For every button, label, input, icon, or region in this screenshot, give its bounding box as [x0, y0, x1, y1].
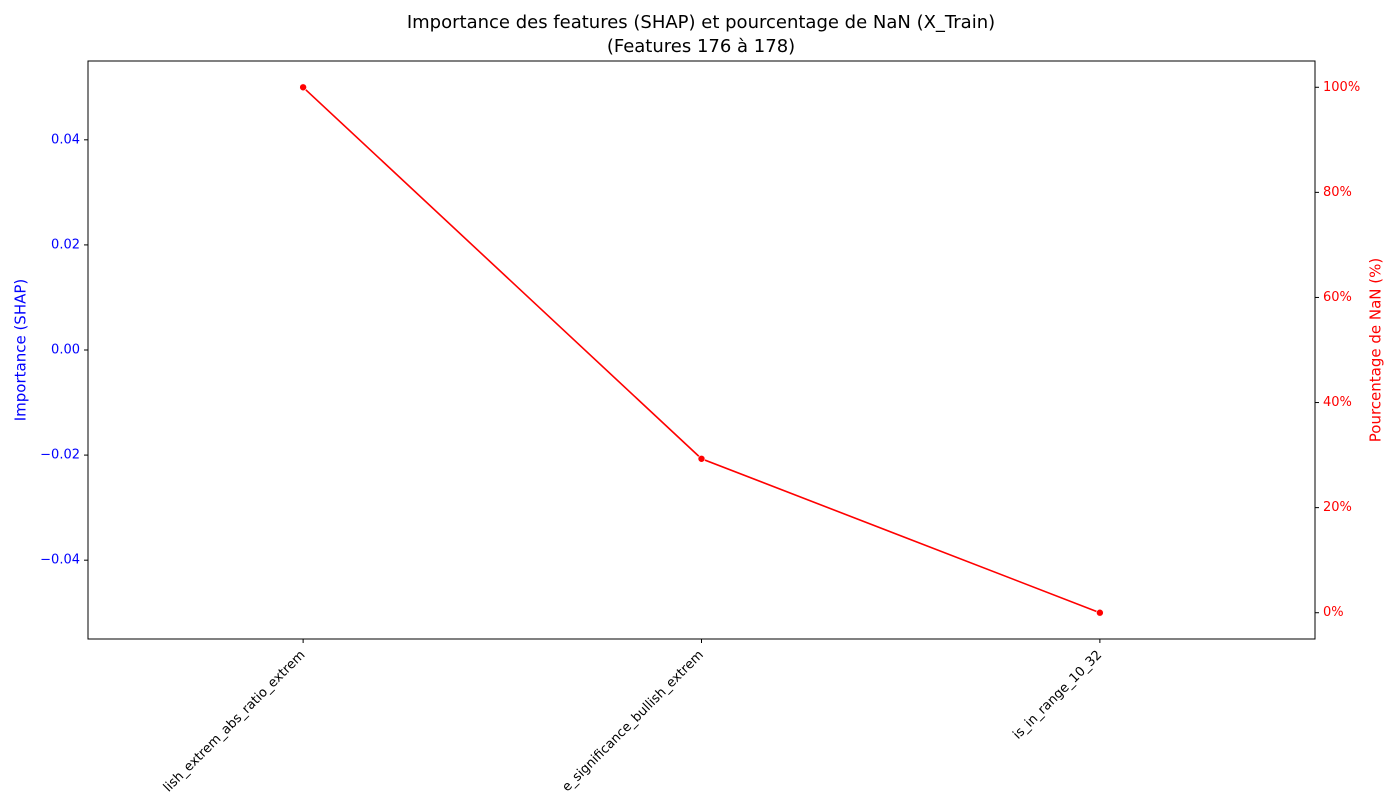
y2-tick-label: 60% [1323, 290, 1352, 305]
y2-tick-label: 80% [1323, 185, 1352, 200]
chart-subtitle: (Features 176 à 178) [607, 36, 795, 57]
y-axis-label: Importance (SHAP) [12, 279, 30, 422]
x-tick-label: e_significance_bullish_extrem [560, 648, 707, 795]
x-tick-label: lish_extrem_abs_ratio_extrem [161, 648, 309, 796]
y-tick-label: −0.02 [40, 448, 80, 463]
y2-tick-label: 20% [1323, 500, 1352, 515]
y2-tick-label: 0% [1323, 605, 1344, 620]
y2-tick-label: 40% [1323, 395, 1352, 410]
y-tick-label: 0.02 [51, 237, 80, 252]
y-tick-label: −0.04 [40, 553, 80, 568]
y-tick-label: 0.00 [51, 343, 80, 358]
plot-frame [87, 60, 1316, 640]
point [697, 454, 706, 463]
series-line [302, 86, 1101, 614]
chart-title: Importance des features (SHAP) et pource… [407, 12, 995, 33]
point [299, 83, 307, 92]
x-tick-label: is_in_range_10_32 [1010, 648, 1105, 743]
y2-axis-label: Pourcentage de NaN (%) [1367, 258, 1385, 442]
y2-tick-label: 100% [1323, 80, 1360, 95]
point [1096, 608, 1104, 617]
y-tick-label: 0.04 [51, 132, 80, 147]
